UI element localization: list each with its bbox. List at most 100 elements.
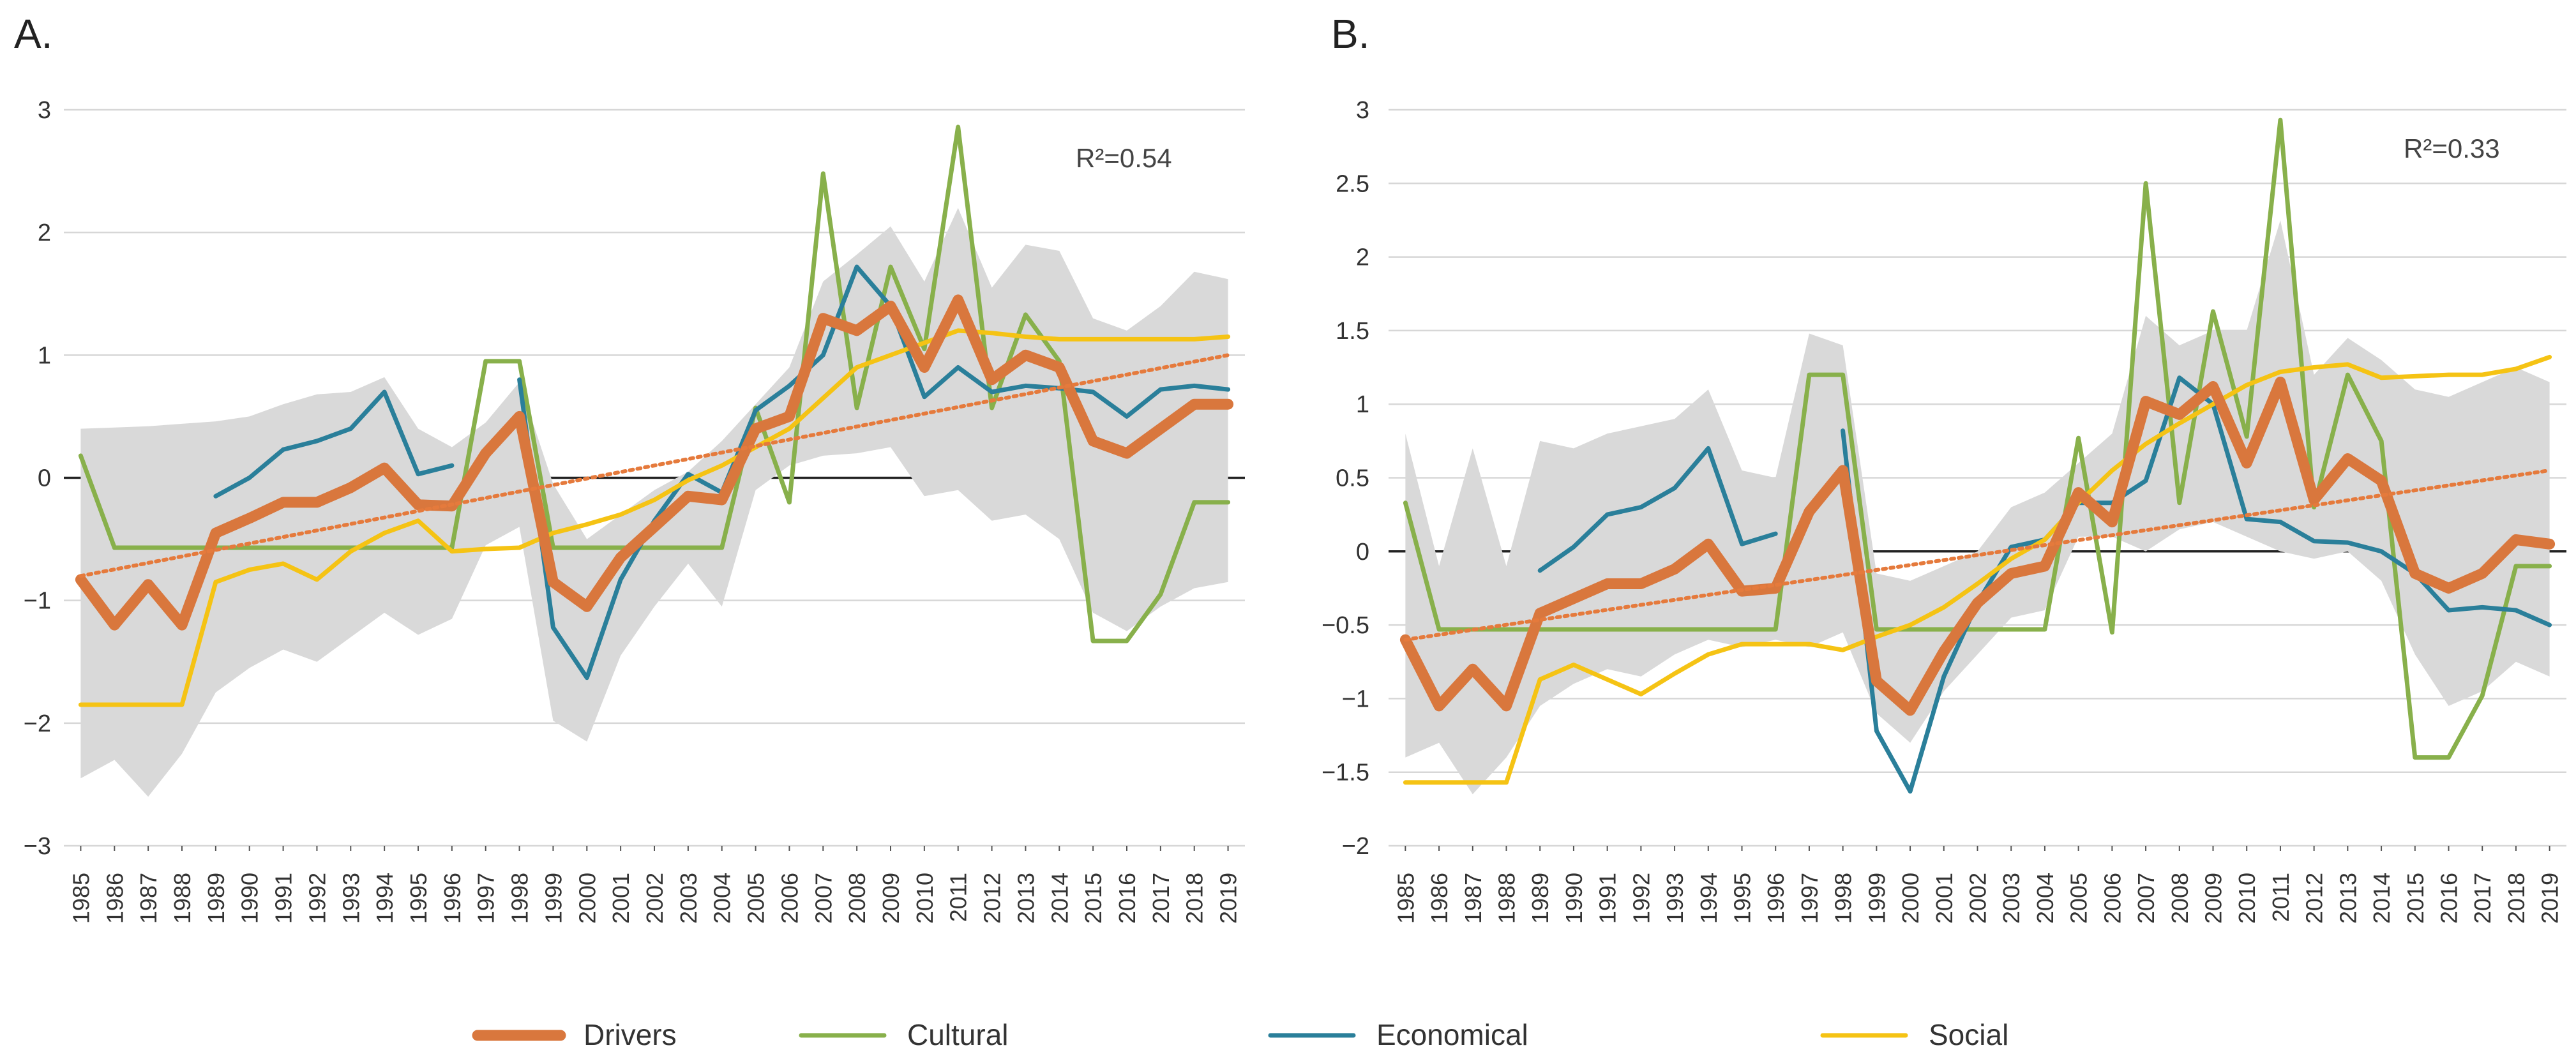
x-tick-label: 2017 — [1148, 873, 1174, 924]
x-tick-label: 1998 — [507, 873, 533, 924]
series-line-drivers — [75, 294, 1234, 631]
y-tick-label: −1.5 — [1322, 760, 1369, 786]
legend-label-social: Social — [1929, 1018, 2008, 1051]
y-tick-label: 1 — [1356, 391, 1369, 418]
y-tick-label: 3 — [38, 97, 51, 124]
x-tick-label: 2007 — [2133, 873, 2159, 924]
x-tick-label: 2006 — [2099, 873, 2125, 924]
x-tick-label: 2002 — [642, 873, 668, 924]
x-tick-label: 2003 — [675, 873, 702, 924]
x-tick-label: 2008 — [844, 873, 870, 924]
x-tick-label: 1985 — [68, 873, 94, 924]
series-line-economical — [213, 264, 1231, 680]
x-tick-label: 1986 — [1426, 873, 1452, 924]
x-tick-label: 2002 — [1965, 873, 1991, 924]
legend-label-drivers: Drivers — [584, 1018, 677, 1051]
x-tick-label: 1994 — [1696, 873, 1722, 924]
x-tick-label: 1990 — [237, 873, 263, 924]
y-tick-label: 2.5 — [1336, 170, 1369, 197]
x-tick-label: 2015 — [2402, 873, 2429, 924]
legend-label-economical: Economical — [1376, 1018, 1528, 1051]
x-tick-label: 1995 — [405, 873, 432, 924]
x-tick-label: 1996 — [1763, 873, 1789, 924]
x-tick-label: 2014 — [2369, 873, 2395, 924]
panel-label: A. — [14, 11, 52, 57]
y-tick-label: −2 — [24, 710, 51, 737]
trend-line-drivers — [79, 353, 1230, 578]
series-line-economical — [1537, 375, 2552, 794]
x-tick-label: 1993 — [338, 873, 364, 924]
x-tick-label: 2011 — [945, 873, 972, 922]
trend-line-drivers — [1403, 468, 2552, 642]
x-tick-label: 2010 — [912, 873, 938, 924]
y-tick-label: −2 — [1342, 833, 1369, 860]
x-tick-label: 2018 — [2503, 873, 2529, 924]
x-tick-label: 1991 — [1595, 873, 1621, 924]
x-tick-label: 2009 — [878, 873, 904, 924]
x-tick-label: 2013 — [1013, 873, 1039, 924]
x-tick-label: 2001 — [608, 873, 634, 924]
y-tick-label: 0.5 — [1336, 465, 1369, 492]
confidence-band — [1405, 220, 2550, 795]
x-tick-label: 2012 — [2301, 873, 2328, 924]
y-tick-label: 3 — [1356, 97, 1369, 124]
y-tick-label: −3 — [24, 833, 51, 860]
series-line-social — [1403, 354, 2552, 785]
series-line-cultural — [78, 124, 1231, 643]
y-tick-label: 1 — [38, 342, 51, 369]
x-tick-label: 1993 — [1662, 873, 1688, 924]
x-tick-label: 1985 — [1392, 873, 1419, 924]
r-squared-annotation: R²=0.54 — [1076, 143, 1172, 173]
series-line-drivers — [1399, 377, 2556, 716]
x-tick-label: 2004 — [2032, 873, 2058, 924]
x-tick-label: 2005 — [2066, 873, 2092, 924]
x-tick-label: 1989 — [203, 873, 229, 924]
y-tick-label: 2 — [38, 220, 51, 246]
x-tick-label: 2000 — [574, 873, 600, 924]
x-tick-label: 2012 — [979, 873, 1006, 924]
x-tick-label: 2009 — [2201, 873, 2227, 924]
x-tick-label: 1991 — [271, 873, 297, 924]
x-tick-label: 1987 — [135, 873, 162, 924]
x-tick-label: 1999 — [540, 873, 566, 924]
x-tick-label: 2011 — [2268, 873, 2294, 922]
panel-a: A. −3 −2 −1 0 1 2 3 R²=0.54 1985 1986 1987 1988 1989 1… — [14, 11, 1245, 924]
series-line-social — [78, 328, 1231, 707]
legend: Drivers Cultural Economical Social — [472, 1018, 2008, 1051]
y-tick-label: 2 — [1356, 244, 1369, 271]
x-tick-label: 2019 — [1216, 873, 1242, 924]
x-tick-label: 2016 — [1114, 873, 1140, 924]
x-tick-label: 2003 — [1998, 873, 2024, 924]
x-tick-label: 1992 — [304, 873, 330, 924]
x-tick-label: 1988 — [169, 873, 195, 924]
panel-label: B. — [1331, 11, 1369, 57]
x-tick-label: 2007 — [810, 873, 836, 924]
x-tick-label: 2006 — [776, 873, 802, 924]
x-tick-label: 1995 — [1729, 873, 1756, 924]
x-tick-label: 2001 — [1931, 873, 1957, 924]
x-tick-label: 1992 — [1628, 873, 1654, 924]
x-tick-label: 1997 — [1796, 873, 1823, 924]
panel-b: B. −2 −1.5 −1 −0.5 0 0.5 1 1.5 2 2.5 3 R²=0.33 1985 19… — [1322, 11, 2566, 924]
y-tick-label: 1.5 — [1336, 318, 1369, 345]
x-tick-label: 1988 — [1494, 873, 1520, 924]
x-tick-label: 2004 — [709, 873, 735, 924]
x-tick-label: 2015 — [1080, 873, 1106, 924]
x-tick-label: 2000 — [1897, 873, 1924, 924]
y-tick-label: 0 — [38, 465, 51, 492]
x-tick-label: 1997 — [473, 873, 499, 924]
x-tick-label: 2016 — [2436, 873, 2462, 924]
y-tick-label: −1 — [1342, 686, 1369, 712]
x-tick-label: 1998 — [1830, 873, 1857, 924]
x-tick-label: 2017 — [2469, 873, 2496, 924]
x-tick-label: 1994 — [372, 873, 398, 924]
y-tick-label: 0 — [1356, 539, 1369, 566]
y-tick-label: −1 — [24, 588, 51, 615]
x-tick-label: 1989 — [1527, 873, 1553, 924]
x-tick-label: 2008 — [2167, 873, 2193, 924]
x-tick-label: 1990 — [1561, 873, 1587, 924]
x-tick-label: 1987 — [1460, 873, 1486, 924]
series-line-cultural — [1403, 117, 2552, 760]
x-tick-label: 1986 — [102, 873, 128, 924]
